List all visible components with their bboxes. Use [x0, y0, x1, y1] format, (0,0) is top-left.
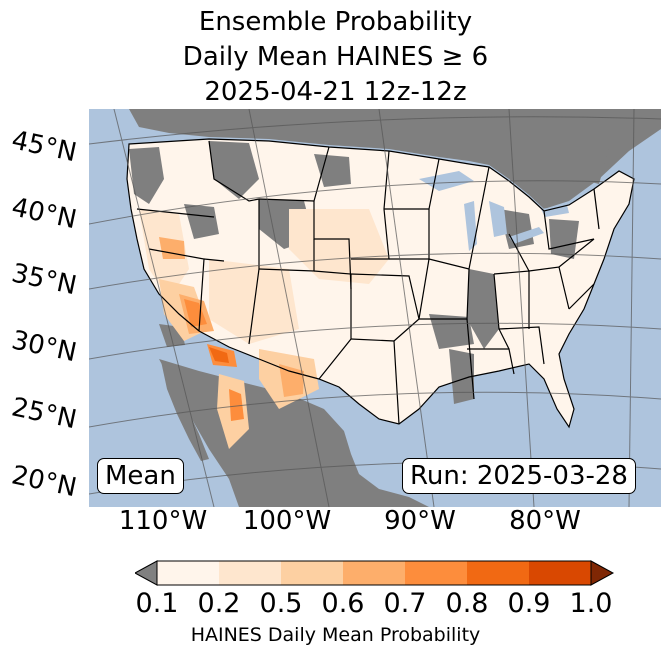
lon-label-80: 80°W	[509, 506, 581, 536]
colorbar-tick-2: 0.5	[259, 588, 303, 619]
colorbar-bin-1	[219, 561, 281, 585]
lon-label-110: 110°W	[118, 506, 208, 536]
colorbar-bin-0	[157, 561, 219, 585]
colorbar-tick-6: 0.9	[507, 588, 551, 619]
lat-label-35: 35°N	[8, 258, 80, 302]
title-line-2: Daily Mean HAINES ≥ 6	[182, 42, 489, 72]
title-line-1: Ensemble Probability	[198, 7, 473, 37]
baja-land	[161, 361, 209, 461]
colorbar-below-arrow	[135, 560, 158, 586]
colorbar-bin-2	[281, 561, 343, 585]
lat-label-20: 20°N	[8, 460, 80, 504]
colorbar-tick-7: 1.0	[569, 588, 613, 619]
lat-label-40: 40°N	[8, 192, 80, 236]
lon-label-100: 100°W	[242, 506, 332, 536]
probability-map	[89, 109, 661, 507]
lat-label-25: 25°N	[8, 392, 80, 436]
colorbar-tick-4: 0.7	[383, 588, 427, 619]
canada-land	[129, 109, 661, 209]
colorbar-bin-4	[405, 561, 467, 585]
stat-label-box: Mean	[97, 458, 184, 494]
colorbar-tick-5: 0.8	[445, 588, 489, 619]
colorbar	[135, 560, 615, 586]
colorbar-bin-5	[467, 561, 529, 585]
colorbar-tick-3: 0.6	[321, 588, 365, 619]
colorbar-bin-3	[343, 561, 405, 585]
lat-label-30: 30°N	[8, 325, 80, 369]
colorbar-bin-6	[529, 561, 591, 585]
colorbar-outline	[156, 560, 592, 586]
run-label-box: Run: 2025-03-28	[402, 458, 636, 494]
graticule	[89, 109, 661, 507]
state-borders	[126, 138, 635, 429]
great-lakes	[419, 171, 569, 251]
title-line-3: 2025-04-21 12z-12z	[204, 77, 467, 107]
colorbar-above-arrow	[590, 560, 615, 586]
colorbar-label: HAINES Daily Mean Probability	[190, 624, 481, 646]
colorbar-tick-1: 0.2	[197, 588, 241, 619]
lat-label-45: 45°N	[8, 125, 80, 169]
lon-label-90: 90°W	[384, 506, 456, 536]
colorbar-tick-0: 0.1	[135, 588, 179, 619]
